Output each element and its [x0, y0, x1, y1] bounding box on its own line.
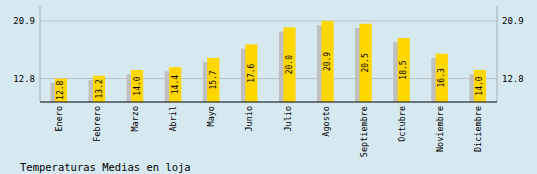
x-tick-label: Febrero	[92, 106, 102, 142]
data-label: 15.7	[209, 70, 218, 89]
x-tick-label: Noviembre	[435, 106, 445, 152]
data-label: 20.5	[361, 53, 370, 72]
bar	[169, 67, 181, 102]
bar	[321, 21, 333, 102]
bar	[131, 70, 143, 102]
bar	[360, 24, 372, 102]
bar	[436, 54, 448, 102]
y-tick-label: 20.9	[13, 16, 35, 26]
x-tick-label: Enero	[54, 106, 64, 132]
y2-tick-label: 20.9	[502, 16, 524, 26]
bar	[398, 38, 410, 102]
x-tick-label: Abril	[168, 106, 178, 132]
y-tick-label: 12.8	[13, 74, 35, 84]
title: Temperaturas Medias en loja	[20, 161, 191, 173]
data-label: 14.0	[133, 76, 142, 95]
chart: 12.8 13.2 14.0 14.4 15.7 17.6 20.0 20.9 20.5 18.5…	[0, 0, 537, 174]
data-label: 16.3	[437, 68, 446, 87]
x-tick-label: Diciembre	[473, 106, 483, 152]
x-axis-line	[40, 101, 497, 102]
x-tick-label: Mayo	[206, 106, 216, 126]
x-tick-label: Julio	[283, 106, 293, 132]
data-label: 18.5	[399, 60, 408, 79]
bars	[50, 21, 486, 102]
grid-line	[40, 78, 497, 79]
data-label: 17.6	[247, 63, 256, 82]
y2-axis-line	[497, 6, 498, 102]
x-tick-label: Agosto	[321, 106, 331, 137]
bar	[93, 76, 105, 102]
data-label: 20.0	[285, 55, 294, 74]
data-label: 13.2	[95, 79, 104, 98]
data-label: 20.9	[323, 52, 332, 71]
data-label: 14.0	[475, 76, 484, 95]
bar	[474, 70, 486, 102]
data-label: 14.4	[171, 75, 180, 94]
bar	[245, 44, 257, 102]
data-label: 12.8	[56, 80, 65, 99]
background	[0, 0, 537, 174]
x-tick-label: Junio	[244, 106, 254, 132]
y-axis-line	[40, 6, 41, 102]
x-tick-label: Octubre	[397, 106, 407, 142]
grid-line	[40, 20, 497, 21]
bar	[207, 58, 219, 102]
x-tick-label: Marzo	[130, 106, 140, 132]
bar	[55, 79, 67, 102]
x-tick-label: Septiembre	[359, 106, 369, 157]
y2-tick-label: 12.8	[502, 74, 524, 84]
bar	[283, 27, 295, 102]
